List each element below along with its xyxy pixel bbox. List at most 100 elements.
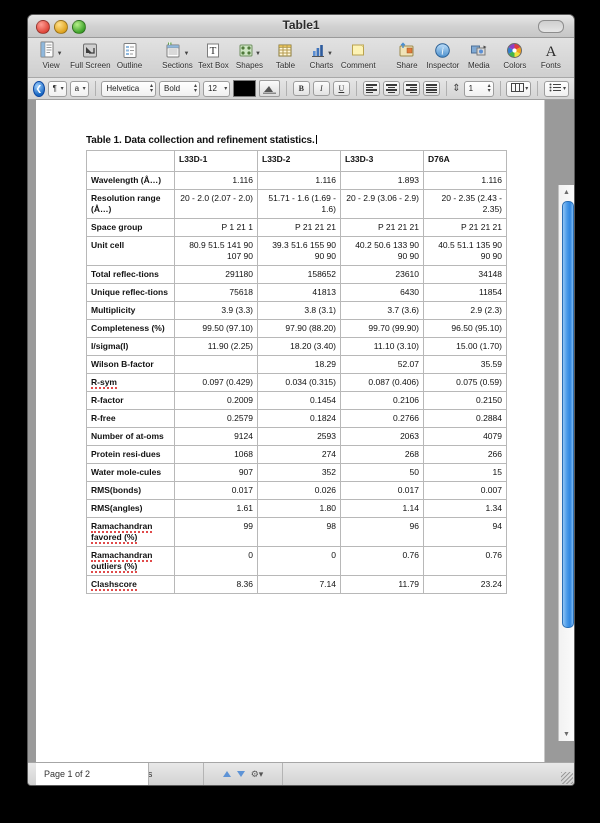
- vertical-scrollbar[interactable]: ▲ ▼: [558, 185, 574, 741]
- toolbar-label: Fonts: [540, 61, 561, 70]
- document-canvas[interactable]: Table 1. Data collection and refinement …: [28, 100, 574, 763]
- toolbar-button-share[interactable]: Share: [389, 40, 425, 70]
- toolbar-button-colors[interactable]: Colors: [497, 40, 533, 70]
- table-row[interactable]: Wavelength (Å…) 1.116 1.116 1.893 1.116: [86, 171, 507, 190]
- line-spacing-select[interactable]: 1 ▴ ▾: [463, 80, 494, 97]
- bold-button[interactable]: B: [292, 81, 310, 96]
- scroll-down-arrow[interactable]: ▼: [563, 730, 570, 738]
- text-background-swatch[interactable]: [258, 80, 281, 97]
- toolbar-button-outline[interactable]: Outline: [112, 40, 148, 70]
- table-row[interactable]: I/sigma(I) 11.90 (2.25) 18.20 (3.40) 11.10 …: [86, 337, 507, 356]
- cell-value: 1.14: [340, 499, 424, 518]
- toolbar-button-comment[interactable]: Comment: [339, 40, 377, 70]
- toolbar-button-table[interactable]: Table: [267, 40, 303, 70]
- table-row[interactable]: R-factor 0.2009 0.1454 0.2106 0.2150: [86, 391, 507, 410]
- triangle-up-icon[interactable]: [222, 771, 231, 777]
- gear-icon[interactable]: ⚙▾: [250, 768, 264, 779]
- cell-value: 8.36: [174, 575, 258, 594]
- cell-value: 11.79: [340, 575, 424, 594]
- toolbar-button-sections[interactable]: ▼ Sections: [159, 40, 195, 70]
- cell-value: 0.2766: [340, 409, 424, 428]
- font-style-select[interactable]: Bold ▴ ▾: [159, 80, 201, 97]
- statistics-table[interactable]: L33D-1 L33D-2 L33D-3 D76A Wavelength (Å……: [86, 150, 507, 594]
- underline-button[interactable]: U: [332, 81, 350, 96]
- toolbar-button-view[interactable]: ▼ View: [33, 40, 69, 70]
- cell-value: 20 - 2.0 (2.07 - 2.0): [174, 189, 258, 219]
- table-row[interactable]: Ramachandran favored (%) 99 98 96 94: [86, 517, 507, 547]
- text-cursor: [315, 135, 317, 144]
- toolbar-button-media[interactable]: Media: [461, 40, 497, 70]
- window-controls: [36, 20, 86, 34]
- table-row[interactable]: Number of at-oms 9124 2593 2063 4079: [86, 427, 507, 446]
- scrollbar-thumb[interactable]: [562, 201, 574, 628]
- align-center-button[interactable]: [382, 81, 400, 96]
- cell-value: 51.71 - 1.6 (1.69 - 1.6): [257, 189, 341, 219]
- minimize-button[interactable]: [54, 20, 68, 34]
- table-row[interactable]: Wilson B-factor 18.29 52.07 35.59: [86, 355, 507, 374]
- stepper-icon: ▴▾: [194, 82, 198, 94]
- columns-menu[interactable]: ▾: [506, 80, 532, 97]
- toolbar-toggle-button[interactable]: [538, 20, 564, 33]
- toolbar-button-text-box[interactable]: T Text Box: [195, 40, 231, 70]
- table-row[interactable]: RMS(bonds) 0.017 0.026 0.017 0.007: [86, 481, 507, 500]
- table-row[interactable]: Unique reflec-tions 75618 41813 6430 11854: [86, 283, 507, 302]
- text-color-swatch[interactable]: [233, 80, 256, 97]
- toolbar-button-full-screen[interactable]: Full Screen: [69, 40, 111, 70]
- close-button[interactable]: [36, 20, 50, 34]
- toolbar-button-shapes[interactable]: ▼ Shapes: [231, 40, 267, 70]
- character-glyph: a: [74, 84, 80, 93]
- lists-menu[interactable]: ▾: [544, 80, 570, 97]
- toolbar-button-charts[interactable]: ▼ Charts: [303, 40, 339, 70]
- main-toolbar: ▼ View Full Screen: [28, 38, 574, 78]
- table-row[interactable]: Completeness (%) 99.50 (97.10) 97.90 (88.2…: [86, 319, 507, 338]
- table-row[interactable]: R-sym 0.097 (0.429) 0.034 (0.315) 0.087 (0.…: [86, 373, 507, 392]
- cell-value: 96.50 (95.10): [423, 319, 507, 338]
- table-row[interactable]: Clashscore 8.36 7.14 11.79 23.24: [86, 575, 507, 594]
- toolbar-button-inspector[interactable]: i Inspector: [425, 40, 461, 70]
- cell-value: 40.5 51.1 135 90 90 90: [423, 236, 507, 266]
- toolbar-button-fonts[interactable]: A Fonts: [533, 40, 569, 71]
- cell-value: 1068: [174, 445, 258, 464]
- table-row[interactable]: RMS(angles) 1.61 1.80 1.14 1.34: [86, 499, 507, 518]
- table-row[interactable]: Resolution range (Å…) 20 - 2.0 (2.07 - 2.…: [86, 189, 507, 219]
- cell-value: 0.76: [340, 546, 424, 576]
- triangle-down-icon[interactable]: [236, 771, 245, 777]
- chevron-down-icon: ▾: [525, 86, 529, 92]
- chevron-down-icon: ▼: [183, 51, 190, 57]
- character-style-menu[interactable]: a ▾: [69, 80, 89, 97]
- charts-icon: ▼: [310, 40, 333, 60]
- toolbar-label: Share: [396, 61, 418, 70]
- cell-value: 0: [174, 546, 258, 576]
- table-row[interactable]: Total reflec-tions 291180 158652 23610 34148: [86, 265, 507, 284]
- cell-value: 41813: [257, 283, 341, 302]
- italic-button[interactable]: I: [312, 81, 330, 96]
- status-bar: 125% ▴▾ 217 Words Page 1 of 2 ⚙▾: [28, 762, 574, 785]
- font-size-select[interactable]: 12 ▾: [203, 80, 231, 97]
- maximize-button[interactable]: [72, 20, 86, 34]
- align-justify-button[interactable]: [422, 81, 440, 96]
- paragraph-style-menu[interactable]: ¶ ▾: [47, 80, 67, 97]
- cell-value: 266: [423, 445, 507, 464]
- table-row[interactable]: Protein resi-dues 1068 274 268 266: [86, 445, 507, 464]
- table-row[interactable]: Water mole-cules 907 352 50 15: [86, 463, 507, 482]
- resize-grip[interactable]: [561, 772, 573, 784]
- table-header-row: L33D-1 L33D-2 L33D-3 D76A: [86, 150, 507, 172]
- row-label: RMS(angles): [86, 499, 175, 518]
- scroll-up-arrow[interactable]: ▲: [563, 188, 570, 196]
- cell-value: 20 - 2.9 (3.06 - 2.9): [340, 189, 424, 219]
- title-bar[interactable]: Table1: [28, 15, 574, 38]
- cell-value: 0.1454: [257, 391, 341, 410]
- font-family-select[interactable]: Helvetica ▴ ▾: [101, 80, 157, 97]
- table-row[interactable]: Unit cell 80.9 51.5 141 90 107 90 39.3 51.…: [86, 236, 507, 266]
- cell-value: 20 - 2.35 (2.43 - 2.35): [423, 189, 507, 219]
- table-row[interactable]: Ramachandran outliers (%) 0 0 0.76 0.76: [86, 546, 507, 576]
- table-row[interactable]: Multiplicity 3.9 (3.3) 3.8 (3.1) 3.7 (3.6) 2…: [86, 301, 507, 320]
- styles-drawer-button[interactable]: ❮: [33, 80, 45, 97]
- page-navigation: ⚙▾: [204, 763, 283, 785]
- document-page[interactable]: Table 1. Data collection and refinement …: [36, 100, 545, 763]
- align-right-button[interactable]: [402, 81, 420, 96]
- cell-value: 0.2106: [340, 391, 424, 410]
- align-left-button[interactable]: [362, 81, 380, 96]
- table-row[interactable]: R-free 0.2579 0.1824 0.2766 0.2884: [86, 409, 507, 428]
